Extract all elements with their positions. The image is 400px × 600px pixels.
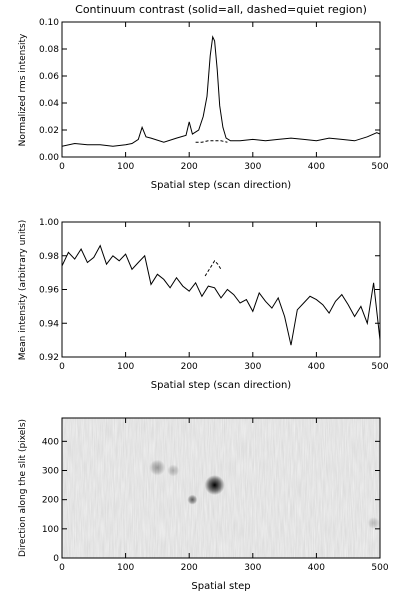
x-tick-label: 300 (244, 362, 261, 372)
y-tick-label: 0.04 (39, 99, 59, 109)
chart-panel-2: 0 100 200 300 400 500 0.92 0.94 0.96 0.98 1.00 Spa… (18, 218, 389, 391)
x-tick-label: 100 (117, 563, 134, 573)
y-tick-label: 400 (42, 437, 59, 447)
x-tick-label: 300 (244, 162, 261, 172)
x-axis-label-3: Spatial step (191, 581, 250, 592)
y-tick-label: 0.08 (39, 45, 59, 55)
y-tick-label: 0.10 (39, 18, 59, 28)
x-tick-label: 400 (308, 362, 325, 372)
x-tick-label: 500 (371, 563, 388, 573)
x-tick-label: 200 (181, 362, 198, 372)
series-dashed-1 (195, 140, 228, 143)
plot-frame-3 (61, 417, 381, 559)
x-tick-label: 500 (371, 362, 388, 372)
series-dashed-2 (204, 259, 222, 277)
chart-panel-1: Continuum contrast (solid=all, dashed=qu… (18, 3, 389, 191)
x-tick-label: 300 (244, 563, 261, 573)
x-tick-label: 200 (181, 563, 198, 573)
plot-frame-2 (61, 221, 381, 358)
y-tick-label: 0.00 (39, 153, 59, 163)
chart-title: Continuum contrast (solid=all, dashed=qu… (75, 3, 367, 16)
series-solid-1 (62, 35, 380, 147)
y-tick-label: 200 (42, 496, 59, 506)
bright-feature-mark (187, 494, 198, 505)
bright-feature-mark (367, 517, 380, 529)
plot-frame-1 (61, 21, 381, 158)
y-tick-label: 300 (42, 467, 59, 477)
y-tick-label: 0.94 (39, 319, 59, 329)
y-tick-label: 0.92 (39, 353, 59, 363)
chart-panel-3: 0 100 200 300 400 500 0 100 200 300 400 Spatial st… (18, 417, 389, 592)
y-axis-label-2: Mean intensity (arbitrary units) (18, 220, 28, 360)
bright-feature-mark (149, 459, 166, 476)
x-tick-label: 0 (59, 162, 65, 172)
x-tick-label: 400 (308, 563, 325, 573)
bright-feature-mark (167, 464, 180, 477)
x-tick-label: 0 (59, 563, 65, 573)
x-tick-label: 400 (308, 162, 325, 172)
x-tick-label: 200 (181, 162, 198, 172)
x-tick-label: 0 (59, 362, 65, 372)
y-tick-label: 0 (53, 554, 59, 564)
x-tick-label: 500 (371, 162, 388, 172)
x-tick-label: 100 (117, 362, 134, 372)
y-tick-label: 0.02 (39, 126, 59, 136)
y-tick-label: 0.06 (39, 72, 59, 82)
y-tick-label: 100 (42, 525, 59, 535)
x-axis-label-2: Spatial step (scan direction) (151, 380, 291, 391)
y-axis-label-3: Direction along the slit (pixels) (18, 419, 28, 557)
y-axis-label-1: Normalized rms intensity (18, 33, 28, 146)
y-tick-label: 1.00 (39, 218, 59, 228)
y-tick-label: 0.98 (39, 252, 59, 262)
x-tick-label: 100 (117, 162, 134, 172)
x-axis-label-1: Spatial step (scan direction) (151, 180, 291, 191)
bright-feature-mark (204, 475, 225, 496)
y-tick-label: 0.96 (39, 286, 59, 296)
series-solid-2 (62, 244, 380, 346)
